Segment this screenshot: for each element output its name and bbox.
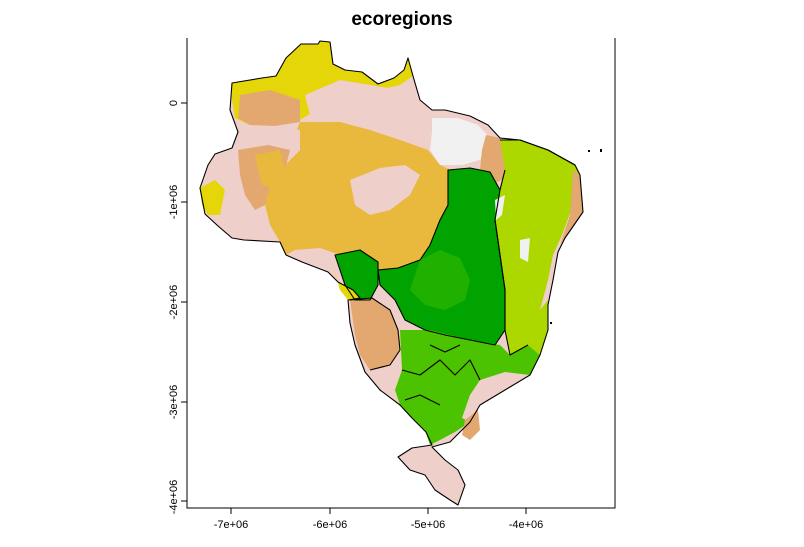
y-tick-label: -4e+06: [168, 480, 180, 515]
southwest-yellow-region: [330, 258, 360, 300]
northeast-pink-region: [305, 80, 440, 140]
east-lime-strip: [505, 300, 548, 355]
y-tick-label: 0: [168, 100, 180, 106]
x-axis: -7e+06 -6e+06 -5e+06 -4e+06: [214, 508, 544, 531]
southwest-tan-region: [350, 298, 400, 370]
x-tick-label: -6e+06: [313, 519, 348, 531]
cerrado-boundary: [377, 167, 506, 346]
plot-frame: [186, 38, 616, 509]
cerrado-white-patch: [495, 195, 505, 220]
chaco-boundary: [349, 297, 401, 371]
south-boundary: [401, 344, 481, 406]
y-axis: 0 -1e+06 -2e+06 -3e+06 -4e+06: [168, 100, 187, 514]
west-yellow-region: [200, 180, 225, 215]
northeast-lime-region: [495, 140, 580, 355]
y-tick-label: -3e+06: [168, 385, 180, 420]
island-dot: [588, 150, 590, 152]
country-outline: [199, 40, 584, 506]
cerrado-white-patch-2: [520, 238, 530, 262]
southeast-pink-region: [462, 372, 530, 422]
caatinga-boundary: [494, 139, 576, 356]
south-coastal-tan: [462, 410, 480, 440]
central-pink-region: [350, 165, 420, 215]
plot-title: ecoregions: [351, 9, 453, 30]
x-tick-label: -5e+06: [411, 519, 446, 531]
amazon-mouth-white-region: [430, 118, 490, 165]
cerrado-green-region: [410, 250, 470, 310]
x-tick-label: -7e+06: [214, 519, 249, 531]
y-tick-label: -1e+06: [168, 185, 180, 220]
west-gold-strip: [255, 150, 285, 188]
pantanal-green-region: [335, 250, 378, 300]
island-dot: [600, 149, 602, 152]
north-tan-region: [238, 90, 300, 126]
region-boundaries: [199, 40, 584, 506]
y-tick-label: -2e+06: [168, 285, 180, 320]
south-pampas-region: [400, 448, 465, 505]
south-bright-green-region: [395, 330, 540, 445]
pantanal-boundary: [334, 249, 379, 301]
island-dot: [550, 322, 552, 324]
ecoregion-map: [200, 41, 583, 505]
x-tick-label: -4e+06: [509, 519, 544, 531]
coastal-tan-region: [560, 170, 583, 245]
